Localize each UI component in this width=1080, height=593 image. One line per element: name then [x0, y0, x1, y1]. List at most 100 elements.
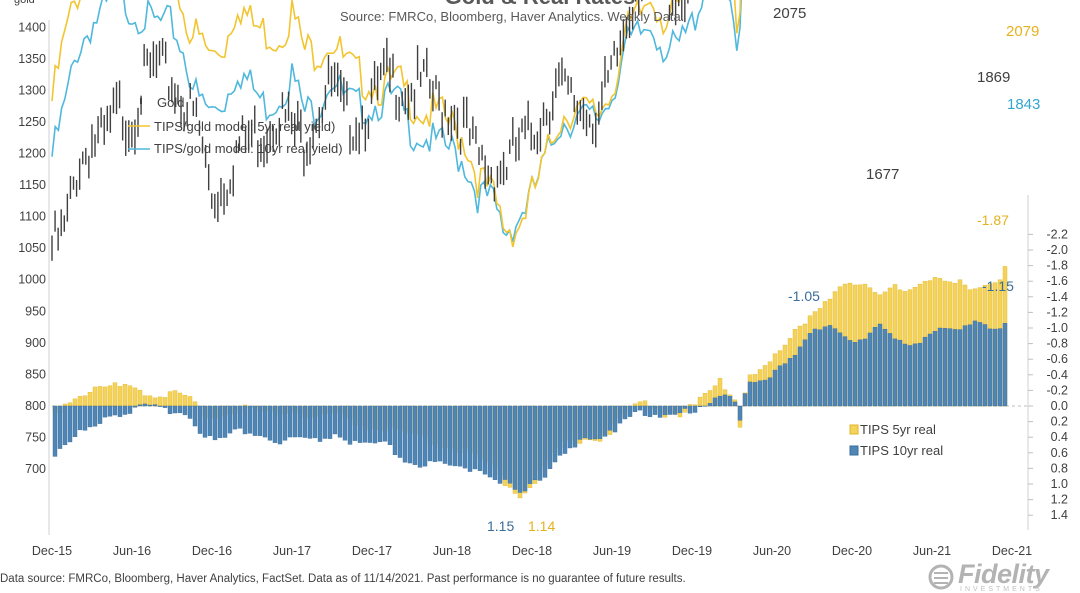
bar-tips10: [242, 405, 248, 435]
x-tick-label: Jun-16: [113, 544, 151, 558]
bar-tips10: [327, 405, 333, 439]
logo-mark-icon: [928, 564, 954, 590]
bar-tips10: [152, 404, 158, 407]
bar-tips10: [307, 405, 313, 439]
footer-note: Data source: FMRCo, Bloomberg, Haver Ana…: [0, 573, 686, 585]
bar-tips10: [647, 405, 653, 417]
bar-tips10: [692, 405, 698, 413]
bar-tips10: [912, 343, 918, 407]
bar-tips10: [752, 382, 758, 407]
bar-tips10: [507, 405, 513, 484]
left-tick-label: 750: [25, 430, 46, 444]
label-gold-peak: 2075: [773, 5, 806, 22]
left-tick-label: 1150: [19, 178, 46, 192]
bar-tips10: [847, 340, 853, 407]
bar-layer: [52, 266, 1008, 499]
axis-layer: gold 700 750 800 850 900 950 1000 1050 1100 1150 12…: [14, 0, 1068, 558]
bar-tips10: [252, 405, 258, 436]
x-tick-label: Dec-19: [672, 544, 712, 558]
bar-tips10: [517, 405, 523, 493]
bar-tips10: [992, 328, 998, 407]
bar-tips10: [57, 405, 63, 449]
right-tick-label: -0.4: [1046, 368, 1068, 382]
bar-tips10: [942, 328, 948, 407]
bar-tips10: [747, 381, 753, 407]
left-tick-label: 1050: [18, 241, 46, 255]
left-axis-label: gold: [14, 0, 35, 6]
bar-tips10: [757, 380, 763, 407]
bar-tips5: [642, 400, 648, 407]
bar-tips10: [667, 405, 673, 415]
logo-subtext: INVESTMENTS: [960, 586, 1043, 593]
bar-tips10: [657, 405, 663, 418]
bar-tips10: [352, 405, 358, 441]
legend-gold-label: Gold: [157, 95, 184, 110]
bar-tips10: [157, 405, 163, 407]
left-tick-label: 1100: [19, 210, 46, 224]
bar-tips10: [217, 405, 223, 438]
bar-tips10: [952, 329, 958, 407]
bar-tips10: [542, 405, 548, 478]
bar-tips10: [962, 325, 968, 407]
x-tick-label: Dec-17: [352, 544, 392, 558]
bar-tips10: [772, 369, 778, 407]
bar-tips10: [232, 405, 238, 430]
bar-tips10: [377, 405, 383, 442]
bar-tips10: [512, 405, 518, 490]
bar-tips10: [347, 405, 353, 445]
bar-tips10: [172, 405, 178, 414]
bar-tips10: [627, 405, 633, 417]
x-tick-label: Jun-21: [913, 544, 951, 558]
chart-subtitle: Source: FMRCo, Bloomberg, Haver Analytic…: [340, 9, 685, 24]
bar-tips10: [572, 405, 578, 448]
bar-tips10: [137, 404, 143, 407]
bar-tips10: [372, 405, 378, 444]
bar-tips5: [112, 382, 118, 407]
right-tick-label: 0.4: [1051, 430, 1068, 444]
x-tick-label: Dec-20: [832, 544, 872, 558]
bar-tips5: [632, 403, 638, 407]
chart-title: Gold & Real Rates: [0, 0, 1080, 10]
bar-tips10: [947, 328, 953, 407]
bar-tips10: [677, 405, 683, 414]
bar-tips5: [127, 385, 133, 407]
bar-tips10: [877, 323, 883, 407]
bar-tips10: [262, 405, 268, 438]
bar-tips10: [937, 327, 943, 407]
bar-tips10: [272, 405, 278, 443]
bar-tips10: [482, 405, 488, 475]
label-model10-last: 1843: [1007, 96, 1040, 113]
bar-tips10: [897, 339, 903, 407]
bar-tips10: [707, 403, 713, 407]
bar-tips10: [617, 405, 623, 424]
bar-tips10: [587, 405, 593, 440]
legend-tips5-swatch: [849, 424, 859, 435]
bar-tips10: [742, 393, 748, 407]
bar-tips10: [887, 333, 893, 407]
bar-tips10: [202, 405, 208, 438]
bar-tips10: [997, 328, 1003, 407]
bar-tips10: [162, 405, 168, 408]
legend-model10-label: TIPS/gold model: 10yr real yield): [154, 141, 343, 156]
left-tick-label: 950: [25, 304, 46, 318]
bar-tips10: [237, 405, 243, 429]
bar-tips10: [197, 405, 203, 434]
bar-tips10: [462, 405, 468, 469]
bar-tips10: [72, 405, 78, 438]
bar-tips10: [642, 405, 648, 416]
annotation-layer: 2075 2079 1869 1843 1677 1.15 1.14 -1.05 -1.87 -1…: [487, 5, 1040, 534]
bar-tips10: [922, 336, 928, 407]
bar-tips10: [337, 405, 343, 438]
bar-tips10: [147, 404, 153, 407]
right-tick-label: -2.2: [1046, 227, 1068, 241]
right-tick-label: 0.8: [1051, 461, 1068, 475]
bar-tips10: [412, 405, 418, 465]
bar-tips5: [167, 391, 173, 407]
bar-tips10: [277, 405, 283, 445]
left-tick-label: 1400: [18, 20, 46, 34]
right-tick-label: 0.2: [1051, 415, 1068, 429]
legend-tips10-swatch: [849, 445, 859, 456]
right-tick-label: -2.0: [1046, 243, 1068, 257]
left-tick-label: 850: [25, 367, 46, 381]
